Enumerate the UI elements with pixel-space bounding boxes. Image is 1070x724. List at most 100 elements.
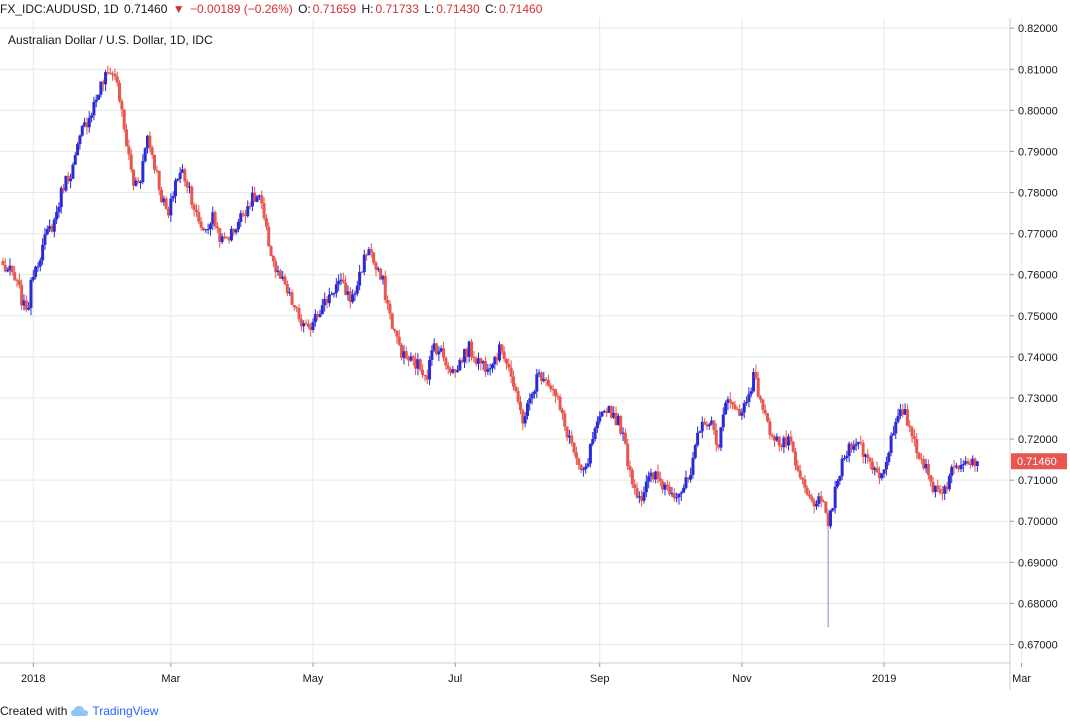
candle-down <box>446 365 450 370</box>
candle-down <box>197 212 201 222</box>
candle-down <box>556 395 560 397</box>
candle-up <box>971 458 975 465</box>
candle-down <box>773 436 777 441</box>
candle-up <box>353 293 357 295</box>
candle-up <box>78 135 82 145</box>
symbol-header: FX_IDC:AUDUSD, 1D 0.71460 ▼ −0.00189 (−0… <box>0 0 1070 18</box>
candle-up <box>246 205 250 217</box>
price-chart[interactable]: 0.82000 0.81000 0.80000 0.79000 0.78000 0.770… <box>0 18 1070 718</box>
candle-up <box>428 359 432 380</box>
time-axis[interactable]: 2018 Mar May Jul Sep Nov 2019 Mar <box>0 662 1031 685</box>
candle-up <box>975 461 979 467</box>
candle-down <box>306 323 310 327</box>
down-arrow-icon: ▼ <box>172 2 185 16</box>
candle-down <box>460 360 464 363</box>
candle-up <box>187 186 191 188</box>
candle-up <box>43 234 47 245</box>
candle-down <box>936 485 940 489</box>
candle-up <box>838 476 842 481</box>
candle-down <box>120 100 124 110</box>
candle-up <box>898 409 902 416</box>
candle-down <box>470 341 474 357</box>
candle-down <box>712 420 716 431</box>
candle-up <box>211 212 215 225</box>
candle-up <box>486 369 490 372</box>
candle-up <box>69 178 73 182</box>
tradingview-logo[interactable]: TradingView <box>71 700 158 722</box>
candle-up <box>833 486 837 509</box>
candle-up <box>749 391 753 395</box>
candle-down <box>166 208 170 216</box>
candle-up <box>463 349 467 363</box>
candle-down <box>940 492 944 494</box>
candle-down <box>738 409 742 416</box>
candle-up <box>707 424 711 427</box>
candle-down <box>968 464 972 466</box>
candle-down <box>395 330 399 337</box>
candle-up <box>873 467 877 471</box>
candle-down <box>262 203 266 219</box>
candle-down <box>113 73 117 77</box>
candle-down <box>801 477 805 480</box>
candle-up <box>141 161 145 183</box>
price-axis[interactable]: 0.82000 0.81000 0.80000 0.79000 0.78000 0.770… <box>1009 18 1067 690</box>
y-tick-label: 0.82000 <box>1018 23 1058 35</box>
y-tick-label: 0.70000 <box>1018 516 1058 528</box>
candle-up <box>528 398 532 404</box>
candle-up <box>52 219 56 232</box>
candle-up <box>38 260 42 267</box>
candle-up <box>31 276 35 280</box>
candle-up <box>355 285 359 294</box>
candle-up <box>698 431 702 433</box>
candle-down <box>185 181 189 188</box>
candle-down <box>474 358 478 364</box>
last-price: 0.71460 <box>124 2 168 16</box>
candle-up <box>882 469 886 474</box>
candle-down <box>414 358 418 369</box>
x-tick-label: 2019 <box>872 673 896 685</box>
candle-up <box>642 492 646 501</box>
candle-up <box>330 294 334 296</box>
candle-up <box>76 144 80 156</box>
candle-down <box>164 198 168 209</box>
candle-up <box>430 350 434 360</box>
candle-up <box>178 172 182 179</box>
candle-down <box>635 488 639 498</box>
candle-down <box>714 430 718 445</box>
candle-down <box>253 192 257 202</box>
symbol-label[interactable]: FX_IDC:AUDUSD, 1D <box>0 2 119 16</box>
candle-down <box>917 453 921 459</box>
candle-down <box>125 129 129 147</box>
candle-up <box>894 421 898 434</box>
candle-down <box>656 471 660 479</box>
candle-down <box>511 376 515 387</box>
candle-up <box>593 428 597 440</box>
candle-down <box>453 369 457 373</box>
candle-up <box>721 414 725 428</box>
candle-down <box>274 261 278 273</box>
candle-up <box>416 359 420 369</box>
candle-down <box>484 361 488 372</box>
last-price-label: 0.71460 <box>1017 456 1057 468</box>
candle-down <box>929 475 933 482</box>
candle-down <box>919 458 923 460</box>
candle-down <box>518 401 522 411</box>
candle-down <box>703 421 707 425</box>
x-tick-label: Mar <box>1012 673 1031 685</box>
candle-up <box>346 291 350 295</box>
y-tick-label: 0.67000 <box>1018 640 1058 652</box>
x-tick-label: Jul <box>448 673 462 685</box>
candle-down <box>425 375 429 380</box>
candle-down <box>901 409 905 415</box>
candle-down <box>372 252 376 263</box>
candle-down <box>614 412 618 426</box>
candle-up <box>854 443 858 446</box>
candle-up <box>48 226 52 230</box>
candle-down <box>861 442 865 457</box>
candle-up <box>675 497 679 499</box>
candle-down <box>325 298 329 304</box>
candle-down <box>299 319 303 327</box>
candle-up <box>691 457 695 475</box>
candle-up <box>234 229 238 233</box>
candle-down <box>66 175 70 182</box>
